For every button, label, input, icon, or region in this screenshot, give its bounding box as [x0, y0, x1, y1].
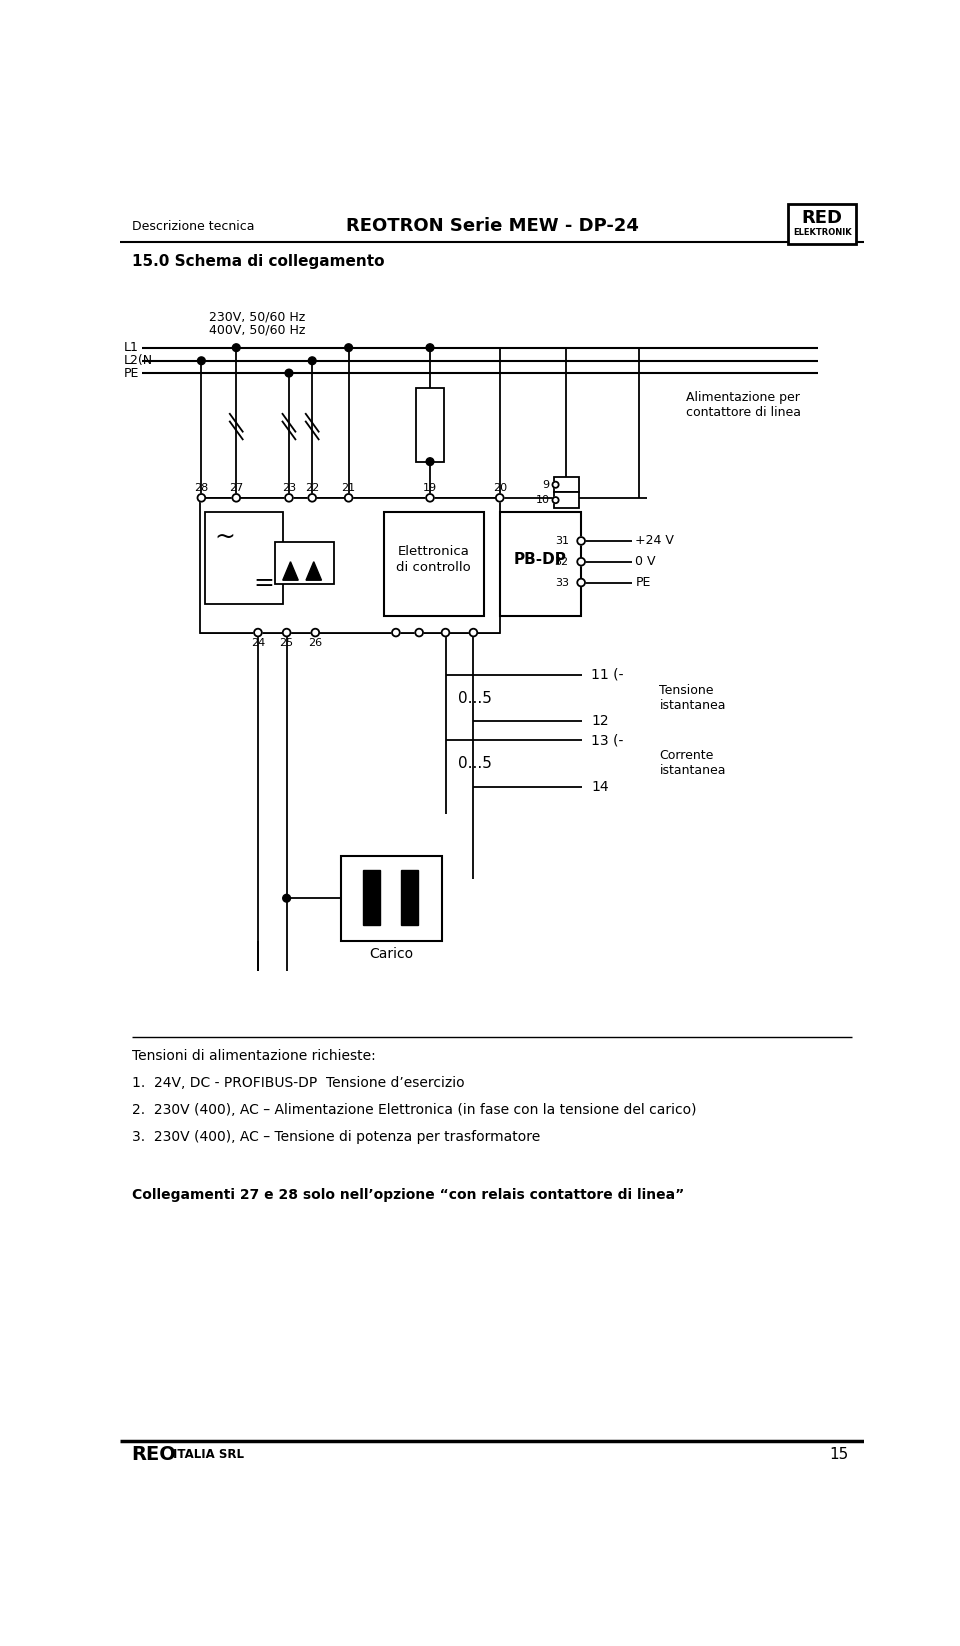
Circle shape	[577, 558, 585, 566]
Circle shape	[254, 629, 262, 637]
Text: 21: 21	[342, 482, 356, 492]
Bar	[401, 869, 419, 925]
Text: Tensione
istantanea: Tensione istantanea	[660, 685, 726, 713]
Text: Descrizione tecnica: Descrizione tecnica	[132, 219, 254, 232]
Polygon shape	[306, 561, 322, 579]
Text: 28: 28	[194, 482, 208, 492]
Circle shape	[283, 894, 291, 902]
Circle shape	[426, 344, 434, 352]
Bar	[554, 477, 579, 492]
Text: Tensioni di alimentazione richieste:: Tensioni di alimentazione richieste:	[132, 1049, 375, 1063]
Text: L2(N: L2(N	[124, 354, 153, 367]
Circle shape	[308, 357, 316, 365]
Bar	[416, 388, 444, 461]
Text: 27: 27	[229, 482, 244, 492]
Bar	[275, 542, 334, 584]
Circle shape	[496, 494, 504, 502]
Text: 31: 31	[555, 537, 568, 546]
Bar	[788, 204, 856, 244]
Text: 0...5: 0...5	[458, 691, 492, 706]
Text: Carico: Carico	[370, 948, 414, 961]
Bar	[363, 869, 379, 925]
Text: Elettronica: Elettronica	[398, 545, 469, 558]
Circle shape	[285, 369, 293, 377]
Text: 23: 23	[282, 482, 296, 492]
Text: 32: 32	[555, 556, 568, 566]
Circle shape	[469, 629, 477, 637]
Text: 12: 12	[591, 714, 609, 728]
Circle shape	[577, 537, 585, 545]
Text: 25: 25	[279, 639, 294, 649]
Text: ITALIA SRL: ITALIA SRL	[173, 1448, 244, 1460]
Circle shape	[577, 579, 585, 586]
Circle shape	[345, 494, 352, 502]
Circle shape	[311, 629, 319, 637]
Text: di controllo: di controllo	[396, 561, 471, 573]
Circle shape	[198, 357, 205, 365]
Circle shape	[232, 344, 240, 352]
Text: =: =	[252, 571, 274, 594]
Text: Collegamenti 27 e 28 solo nell’opzione “con relais contattore di linea”: Collegamenti 27 e 28 solo nell’opzione “…	[132, 1188, 684, 1202]
Circle shape	[392, 629, 399, 637]
Circle shape	[345, 344, 352, 352]
Text: 13 (-: 13 (-	[591, 734, 624, 747]
Text: 33: 33	[555, 578, 568, 588]
Circle shape	[552, 482, 559, 487]
Bar	[554, 492, 579, 509]
Text: +24 V: +24 V	[636, 535, 674, 548]
Text: REO: REO	[132, 1445, 177, 1463]
Bar	[200, 497, 500, 632]
Text: L1: L1	[124, 341, 139, 354]
Text: 0...5: 0...5	[458, 756, 492, 770]
Text: ~: ~	[214, 525, 235, 548]
Text: 22: 22	[305, 482, 320, 492]
Circle shape	[426, 458, 434, 466]
Circle shape	[416, 629, 423, 637]
Text: 10: 10	[536, 495, 549, 505]
Circle shape	[283, 629, 291, 637]
Circle shape	[426, 494, 434, 502]
Text: 2.  230V (400), AC – Alimentazione Elettronica (in fase con la tensione del cari: 2. 230V (400), AC – Alimentazione Elettr…	[132, 1103, 696, 1118]
Text: 15.0 Schema di collegamento: 15.0 Schema di collegamento	[132, 253, 384, 268]
Bar	[383, 512, 484, 616]
Text: PB-DP: PB-DP	[514, 551, 566, 566]
Circle shape	[552, 497, 559, 504]
Text: 26: 26	[308, 639, 323, 649]
Text: 20: 20	[492, 482, 507, 492]
Bar	[500, 512, 581, 616]
Circle shape	[232, 494, 240, 502]
Text: 230V, 50/60 Hz: 230V, 50/60 Hz	[209, 311, 305, 323]
Circle shape	[442, 629, 449, 637]
Polygon shape	[283, 561, 299, 579]
Circle shape	[198, 494, 205, 502]
Text: REOTRON Serie MEW - DP-24: REOTRON Serie MEW - DP-24	[346, 217, 638, 235]
Text: Alimentazione per
contattore di linea: Alimentazione per contattore di linea	[685, 392, 801, 420]
Text: 3.  230V (400), AC – Tensione di potenza per trasformatore: 3. 230V (400), AC – Tensione di potenza …	[132, 1129, 540, 1144]
Text: 19: 19	[423, 482, 437, 492]
Text: PE: PE	[124, 367, 139, 380]
Text: PE: PE	[636, 576, 651, 589]
Text: 11 (-: 11 (-	[591, 668, 624, 681]
Text: RED: RED	[802, 209, 843, 227]
Text: 24: 24	[251, 639, 265, 649]
Text: 14: 14	[591, 780, 609, 793]
Bar	[205, 512, 283, 604]
Text: 9: 9	[542, 479, 549, 491]
Bar	[341, 856, 442, 940]
Text: 0 V: 0 V	[636, 555, 656, 568]
Text: 15: 15	[829, 1447, 849, 1462]
Circle shape	[308, 494, 316, 502]
Text: 1.  24V, DC - PROFIBUS-DP  Tensione d’esercizio: 1. 24V, DC - PROFIBUS-DP Tensione d’eser…	[132, 1076, 465, 1090]
Text: Corrente
istantanea: Corrente istantanea	[660, 749, 726, 777]
Text: ELEKTRONIK: ELEKTRONIK	[793, 229, 852, 237]
Text: 400V, 50/60 Hz: 400V, 50/60 Hz	[209, 324, 305, 336]
Circle shape	[285, 494, 293, 502]
